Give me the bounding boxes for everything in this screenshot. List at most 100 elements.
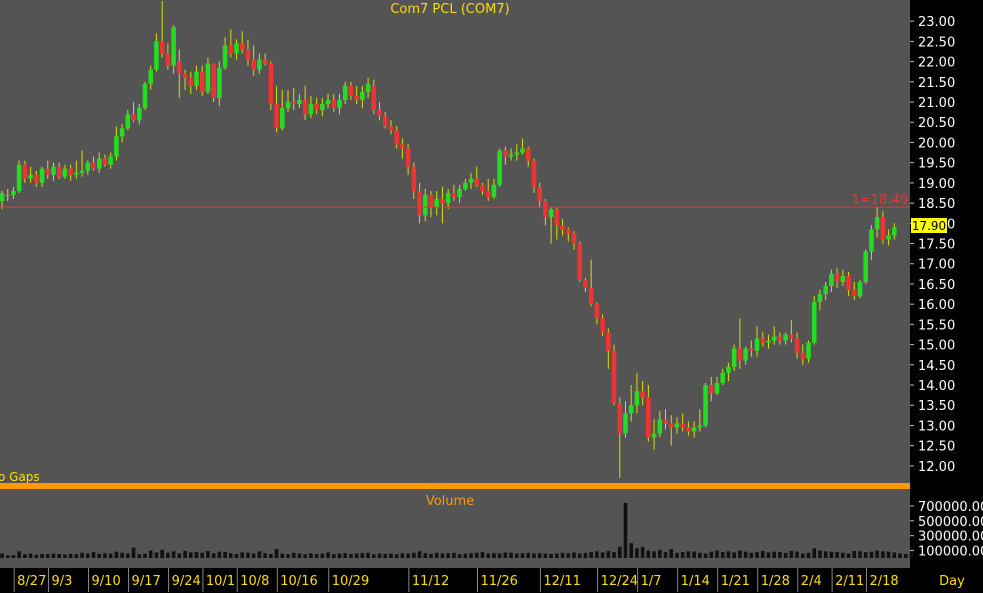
- candle: [874, 207, 880, 238]
- candle-body: [5, 195, 11, 197]
- candle-body: [880, 217, 886, 240]
- candle: [62, 164, 68, 179]
- period-label[interactable]: Day: [939, 574, 965, 589]
- candle: [114, 126, 119, 161]
- candle-body: [548, 209, 554, 218]
- volume-bar: [795, 551, 799, 558]
- candle-body: [451, 192, 457, 198]
- candle-body: [285, 102, 291, 109]
- candle-body: [320, 104, 325, 111]
- candle-body: [480, 184, 485, 191]
- candle-body: [646, 397, 651, 438]
- y-axis-background: [910, 0, 983, 568]
- volume-bar: [68, 553, 73, 558]
- candle-body: [708, 385, 714, 394]
- candle: [588, 259, 594, 307]
- candle: [325, 93, 331, 109]
- candle-body: [668, 423, 674, 428]
- candle-body: [760, 338, 766, 343]
- candle: [817, 290, 823, 311]
- candle: [365, 77, 371, 98]
- candle-body: [468, 178, 474, 183]
- candle-body: [857, 281, 863, 297]
- x-tick-label: 12/24: [601, 574, 638, 589]
- candle-body: [251, 59, 256, 70]
- x-tick-label: 1/28: [761, 574, 790, 589]
- candle: [743, 346, 748, 365]
- candle: [234, 39, 239, 60]
- candle: [348, 81, 354, 101]
- candle-body: [840, 275, 846, 282]
- candle: [159, 0, 165, 58]
- volume-bar: [738, 550, 742, 558]
- volume-bar: [692, 551, 696, 558]
- price-tick-label: 18.50: [918, 197, 955, 212]
- candle-body: [342, 85, 348, 101]
- candle-body: [720, 372, 726, 383]
- volume-bar: [823, 551, 828, 558]
- volume-bar: [749, 552, 754, 558]
- candle: [0, 190, 5, 210]
- candle: [16, 160, 22, 193]
- candle-body: [394, 130, 399, 145]
- volume-bar: [126, 553, 130, 558]
- candle: [354, 85, 359, 105]
- volume-bar: [326, 552, 330, 558]
- price-tick-label: 15.00: [918, 339, 955, 354]
- candle: [199, 65, 205, 96]
- volume-bar: [715, 550, 719, 558]
- candle: [766, 334, 771, 349]
- candle-body: [371, 85, 377, 111]
- volume-bar: [595, 551, 599, 558]
- volume-bar: [200, 552, 204, 558]
- volume-bar: [600, 552, 605, 558]
- volume-bar: [743, 551, 748, 558]
- candle-body: [474, 178, 480, 185]
- price-tick-label: 17.00: [918, 258, 955, 273]
- volume-bar: [640, 546, 645, 558]
- candle-body: [268, 63, 274, 105]
- volume-bar: [486, 553, 490, 558]
- x-tick-label: 9/24: [172, 574, 201, 589]
- candle-body: [428, 195, 434, 208]
- candle-body: [651, 433, 657, 438]
- candle-body: [228, 45, 234, 54]
- candle: [291, 87, 297, 111]
- candle-body: [34, 174, 39, 183]
- candle-body: [806, 342, 811, 359]
- candle-body: [834, 273, 840, 282]
- volume-bar: [274, 549, 279, 558]
- volume-bar: [463, 553, 468, 558]
- candle: [360, 85, 365, 109]
- volume-bar: [909, 552, 914, 558]
- candle-body: [325, 100, 331, 105]
- volume-bar: [74, 554, 79, 558]
- volume-bar: [320, 553, 325, 558]
- price-tick-label: 21.00: [918, 96, 955, 111]
- volume-bar: [137, 554, 142, 558]
- x-tick-label: 1/7: [641, 574, 662, 589]
- x-tick-label: 1/14: [681, 574, 710, 589]
- volume-bar: [881, 551, 885, 558]
- candle-body: [485, 190, 491, 198]
- candle-body: [514, 152, 520, 155]
- candle-body: [388, 126, 394, 131]
- candle: [537, 182, 542, 208]
- horizontal-line-label: 1=18.40: [852, 193, 908, 208]
- candle: [703, 382, 708, 428]
- volume-bar: [886, 551, 891, 558]
- candle: [51, 162, 56, 181]
- price-tick-label: 22.50: [918, 35, 955, 50]
- candle: [771, 326, 777, 345]
- volume-bar: [709, 551, 714, 558]
- candle: [749, 340, 754, 357]
- candle: [623, 401, 628, 438]
- volume-bar: [783, 552, 788, 558]
- candle: [548, 207, 554, 244]
- candle: [39, 166, 45, 187]
- candle: [543, 199, 548, 226]
- volume-bar: [57, 553, 61, 558]
- candle-body: [45, 168, 51, 175]
- price-tick-label: 22.00: [918, 56, 955, 71]
